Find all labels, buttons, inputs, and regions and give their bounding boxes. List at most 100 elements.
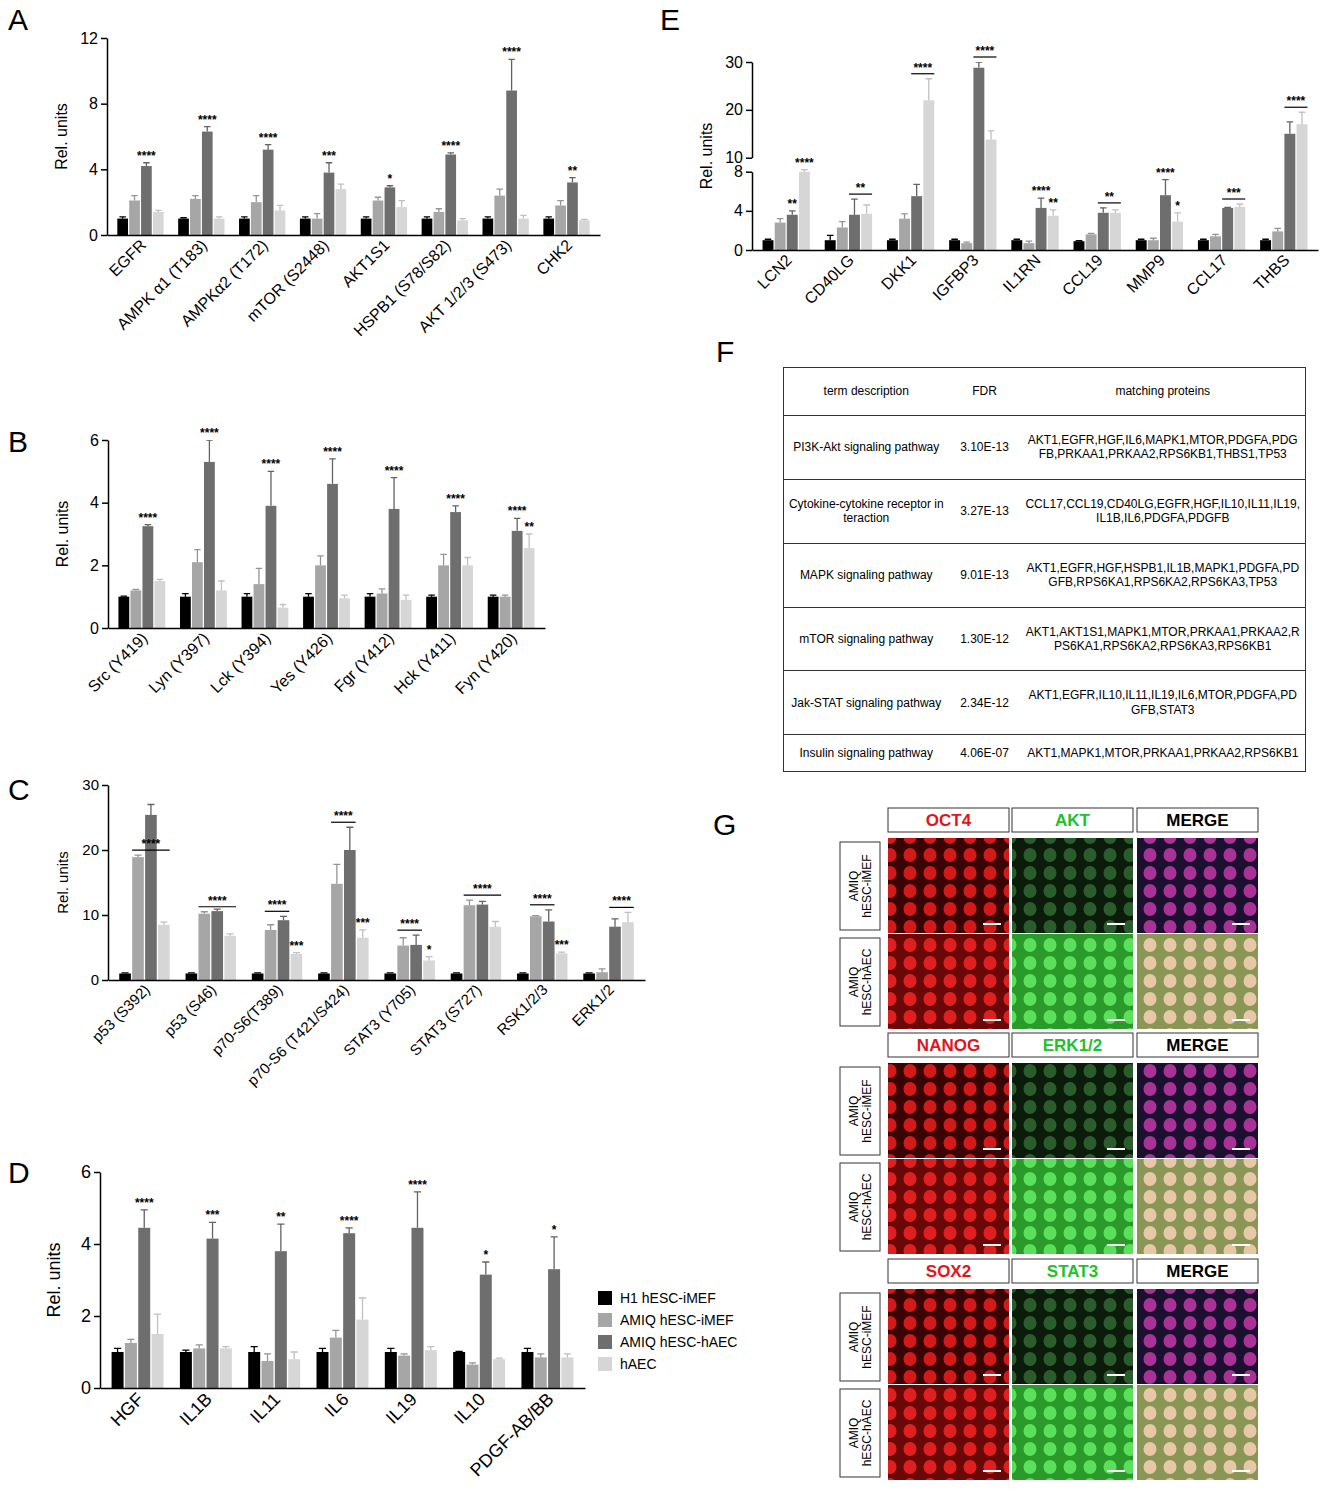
x-tick: EGFR xyxy=(106,236,149,279)
row-label-box xyxy=(840,1163,880,1251)
x-tick: IL1RN xyxy=(1000,251,1044,295)
bar xyxy=(324,173,335,235)
bar xyxy=(252,974,264,981)
error-bar xyxy=(1174,213,1181,222)
x-tick: CD40LG xyxy=(801,251,857,307)
y-tick-label: 30 xyxy=(82,776,99,793)
significance-label: **** xyxy=(323,445,342,459)
bar xyxy=(303,597,314,628)
x-tick-label: IL10 xyxy=(450,1389,489,1428)
error-bar xyxy=(254,972,261,974)
x-tick: IL11 xyxy=(246,1389,284,1427)
bar xyxy=(973,68,984,250)
bar xyxy=(524,548,535,628)
significance-label: **** xyxy=(139,511,158,525)
series xyxy=(145,805,621,981)
error-bar xyxy=(114,1348,121,1352)
x-tick-label: AKT 1/2/3 (S473) xyxy=(415,236,514,335)
x-tick: Fyn (Y420) xyxy=(452,629,520,697)
error-bar xyxy=(317,556,323,565)
bar xyxy=(949,240,960,250)
error-bar xyxy=(428,595,434,597)
y-axis-line xyxy=(107,39,109,236)
bar xyxy=(262,1361,274,1388)
bar xyxy=(457,220,468,235)
table-cell: 4.06E-07 xyxy=(949,735,1021,772)
bar xyxy=(153,212,164,235)
y-tick-label: 0 xyxy=(89,227,98,244)
bar xyxy=(445,155,456,235)
error-bar xyxy=(201,912,208,914)
error-bar xyxy=(387,1348,394,1352)
x-axis: Src (Y419)Lyn (Y397)Lck (Y394)Yes (Y426)… xyxy=(85,629,546,698)
bar xyxy=(422,219,433,235)
error-bar xyxy=(157,579,163,581)
bar xyxy=(398,1356,410,1388)
bar xyxy=(1011,240,1022,250)
row-label: AMIQhESC-hAEC xyxy=(847,1399,875,1466)
error-bar xyxy=(400,938,407,946)
y-tick-mark xyxy=(102,915,108,917)
y-tick: 10 xyxy=(725,149,752,166)
error-bar xyxy=(359,930,366,938)
bar xyxy=(275,210,286,235)
y-tick: 0 xyxy=(90,620,108,637)
x-tick: IL19 xyxy=(382,1389,421,1428)
x-tick-label: CHK2 xyxy=(533,236,575,278)
bar xyxy=(517,974,529,981)
error-bar xyxy=(537,1354,544,1358)
error-bar xyxy=(496,1358,503,1359)
bar xyxy=(1086,234,1097,250)
significance-label: **** xyxy=(262,457,281,471)
y-tick-label: 4 xyxy=(90,494,99,511)
y-tick: 20 xyxy=(82,841,108,858)
x-tick: AKT 1/2/3 (S473) xyxy=(415,236,514,335)
x-tick: AKT1S1 xyxy=(339,236,393,290)
bar xyxy=(193,1348,205,1388)
significance-label: **** xyxy=(200,426,219,440)
error-bar xyxy=(391,478,397,509)
error-bar xyxy=(1038,198,1045,208)
stain-header-box xyxy=(888,1033,1009,1057)
error-bar xyxy=(440,554,446,565)
x-axis: LCN2CD40LGDKK1IGFBP3IL1RNCCL19MMP9CCL17T… xyxy=(753,251,1319,308)
error-bar xyxy=(333,864,340,884)
x-tick: Fgr (Y412) xyxy=(331,629,397,695)
scale-bar xyxy=(983,1148,1001,1150)
bar xyxy=(278,608,289,628)
bar xyxy=(1297,124,1308,250)
significance-label: *** xyxy=(289,939,303,953)
table-cell: Insulin signaling pathway xyxy=(784,735,949,772)
error-bar xyxy=(277,1224,284,1251)
error-bar xyxy=(403,595,409,600)
significance-label: ** xyxy=(276,1210,286,1224)
x-tick-label: HGF xyxy=(107,1389,148,1430)
error-bar xyxy=(524,1348,531,1352)
y-tick-label: 20 xyxy=(82,841,99,858)
micrograph xyxy=(1012,1159,1133,1254)
y-axis-line xyxy=(108,786,110,981)
error-bar xyxy=(320,972,327,974)
error-bar xyxy=(448,153,454,155)
panel-C: C0102030p53 (S392)p53 (S46)p70-S6(T389)p… xyxy=(8,773,646,1089)
table-cell: PI3K-Akt signaling pathway xyxy=(784,416,949,480)
bar xyxy=(152,1334,164,1388)
error-bar xyxy=(550,1237,557,1269)
stain-header-box xyxy=(1137,808,1258,832)
x-tick-label: CD40LG xyxy=(801,251,857,307)
bar xyxy=(911,196,922,250)
y-tick-label: 6 xyxy=(81,1162,91,1182)
error-bar xyxy=(1262,239,1269,241)
error-bar xyxy=(1100,208,1107,213)
bar xyxy=(377,594,388,628)
scale-bar xyxy=(1232,1470,1250,1472)
y-tick-mark xyxy=(102,565,108,567)
bar xyxy=(567,182,578,235)
x-tick-label: EGFR xyxy=(106,236,149,279)
y-tick: 0 xyxy=(91,971,108,988)
legend: H1 hESC-iMEFAMIQ hESC-iMEFAMIQ hESC-hAEC… xyxy=(598,1290,737,1372)
y-tick: 4 xyxy=(90,494,108,511)
table: term descriptionFDRmatching proteinsPI3K… xyxy=(783,367,1306,772)
series xyxy=(138,1192,560,1388)
error-bar xyxy=(426,957,433,961)
